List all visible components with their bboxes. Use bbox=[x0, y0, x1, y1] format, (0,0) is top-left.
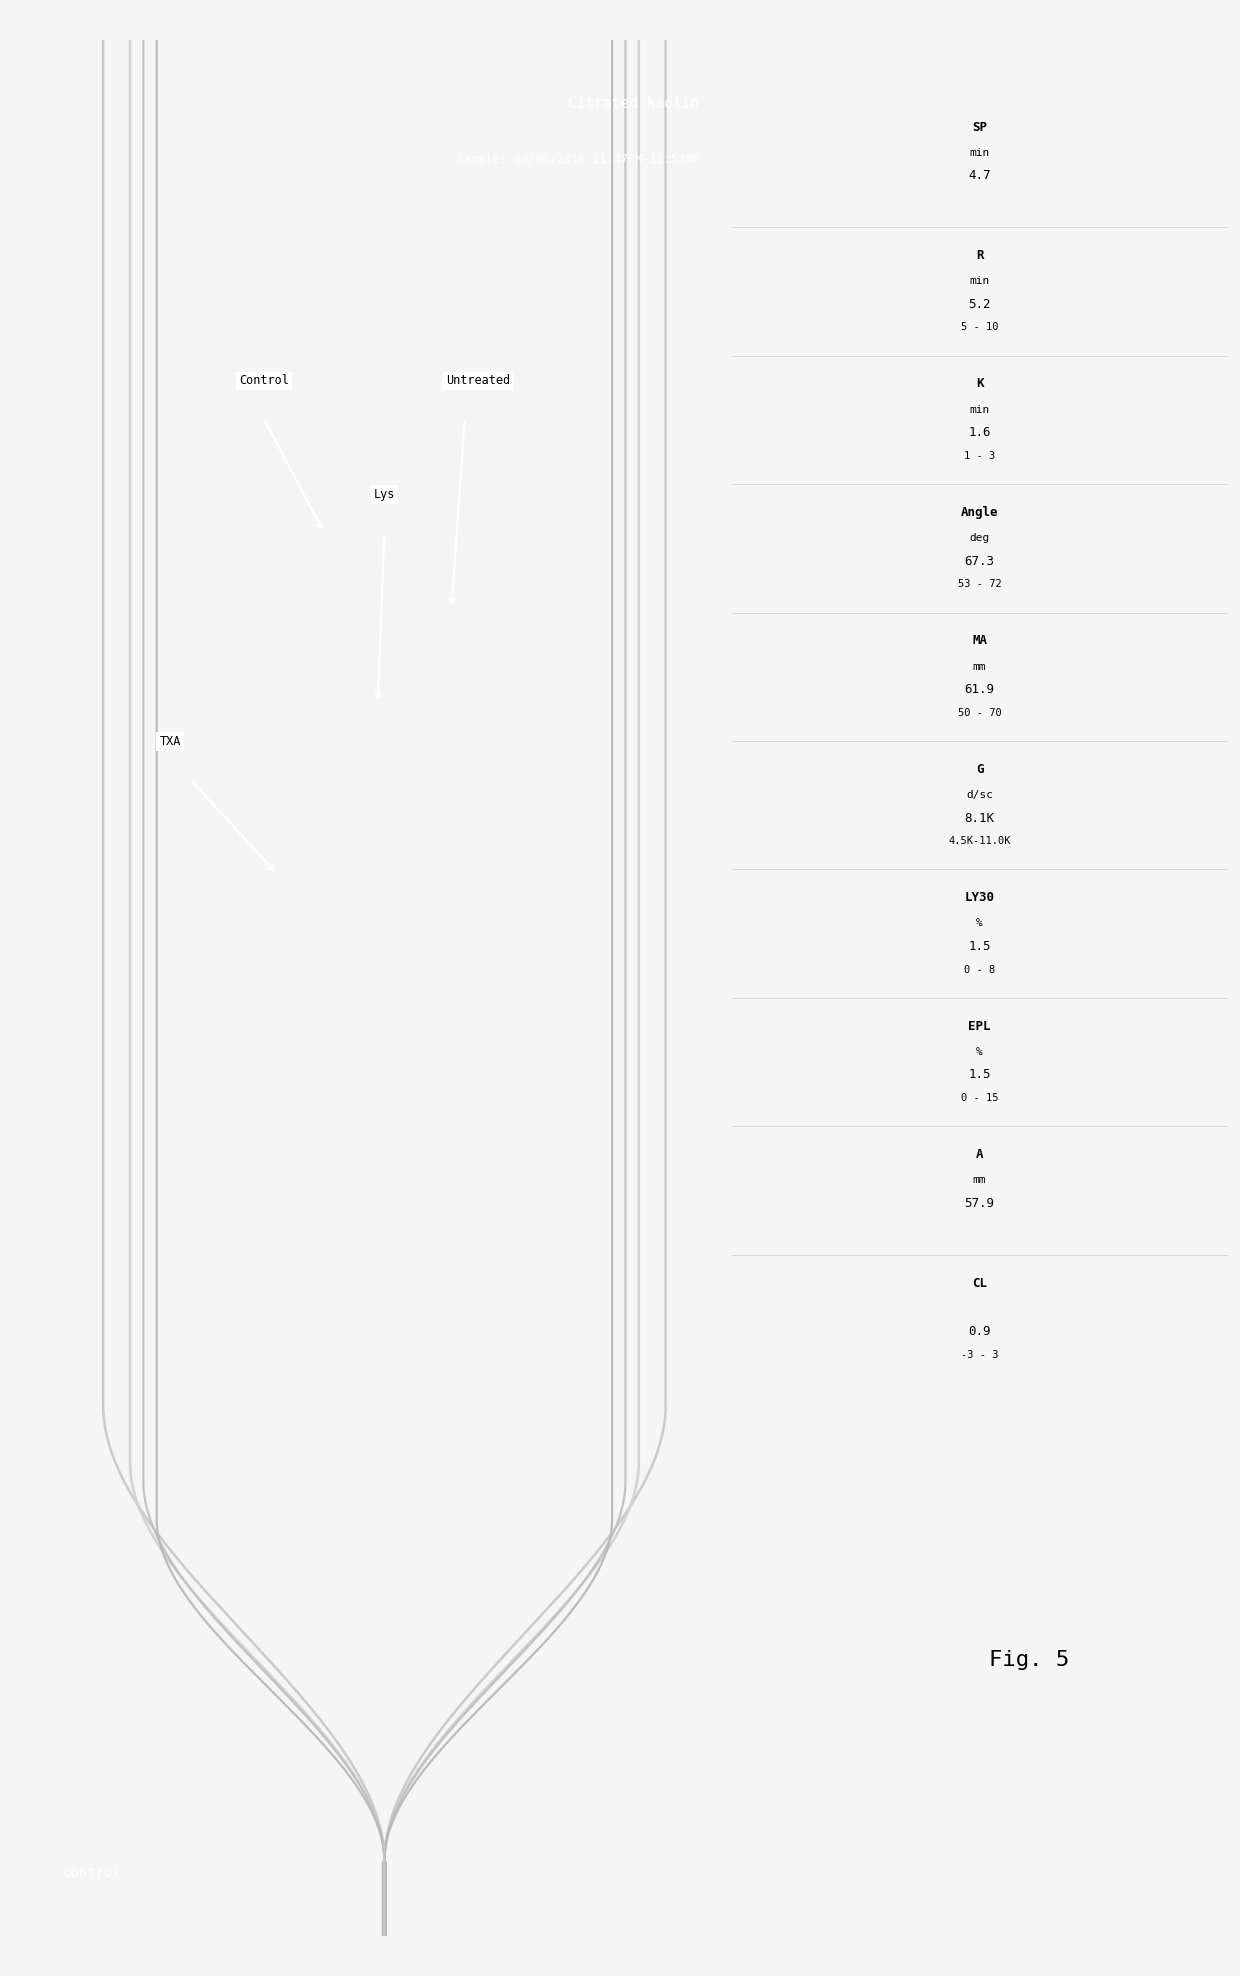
Text: 4.7: 4.7 bbox=[968, 170, 991, 182]
Text: d/sc: d/sc bbox=[966, 790, 993, 800]
Text: Fig. 5: Fig. 5 bbox=[990, 1650, 1069, 1670]
Text: G: G bbox=[976, 763, 983, 777]
Text: mm: mm bbox=[973, 1176, 986, 1186]
Text: A: A bbox=[976, 1148, 983, 1162]
Text: SP: SP bbox=[972, 121, 987, 134]
Text: LY30: LY30 bbox=[965, 891, 994, 905]
Text: -3 - 3: -3 - 3 bbox=[961, 1350, 998, 1359]
Text: Control: Control bbox=[239, 375, 289, 387]
Text: 4.5K-11.0K: 4.5K-11.0K bbox=[949, 836, 1011, 846]
Text: 67.3: 67.3 bbox=[965, 555, 994, 567]
Text: 1.5: 1.5 bbox=[968, 1069, 991, 1081]
Text: 57.9: 57.9 bbox=[965, 1197, 994, 1209]
Text: min: min bbox=[970, 148, 990, 158]
Text: %: % bbox=[976, 919, 983, 929]
Text: 1 - 3: 1 - 3 bbox=[963, 451, 996, 460]
Text: Citrated kaolin: Citrated kaolin bbox=[568, 97, 699, 111]
Text: 0.9: 0.9 bbox=[968, 1326, 991, 1338]
Text: K: K bbox=[976, 377, 983, 391]
Text: 53 - 72: 53 - 72 bbox=[957, 579, 1002, 589]
Text: TXA: TXA bbox=[160, 735, 181, 747]
Text: EPL: EPL bbox=[968, 1020, 991, 1033]
Text: deg: deg bbox=[970, 534, 990, 543]
Text: control: control bbox=[63, 1865, 122, 1879]
Text: 0 - 15: 0 - 15 bbox=[961, 1093, 998, 1103]
Text: min: min bbox=[970, 277, 990, 287]
Text: CL: CL bbox=[972, 1276, 987, 1290]
Text: Sample: 09/06/2016 11:47PM-12:53AM: Sample: 09/06/2016 11:47PM-12:53AM bbox=[456, 154, 699, 166]
Text: 5.2: 5.2 bbox=[968, 298, 991, 310]
Text: 0 - 8: 0 - 8 bbox=[963, 964, 996, 974]
Text: 8.1K: 8.1K bbox=[965, 812, 994, 824]
Text: MA: MA bbox=[972, 634, 987, 648]
Text: 1.6: 1.6 bbox=[968, 427, 991, 439]
Text: min: min bbox=[970, 405, 990, 415]
Text: Lys: Lys bbox=[373, 488, 396, 502]
Text: 1.5: 1.5 bbox=[968, 941, 991, 952]
Text: R: R bbox=[976, 249, 983, 263]
Text: %: % bbox=[976, 1047, 983, 1057]
Text: Untreated: Untreated bbox=[446, 375, 510, 387]
Text: 61.9: 61.9 bbox=[965, 684, 994, 696]
Text: Angle: Angle bbox=[961, 506, 998, 520]
Text: mm: mm bbox=[973, 662, 986, 672]
Text: 50 - 70: 50 - 70 bbox=[957, 707, 1002, 717]
Text: 5 - 10: 5 - 10 bbox=[961, 322, 998, 332]
